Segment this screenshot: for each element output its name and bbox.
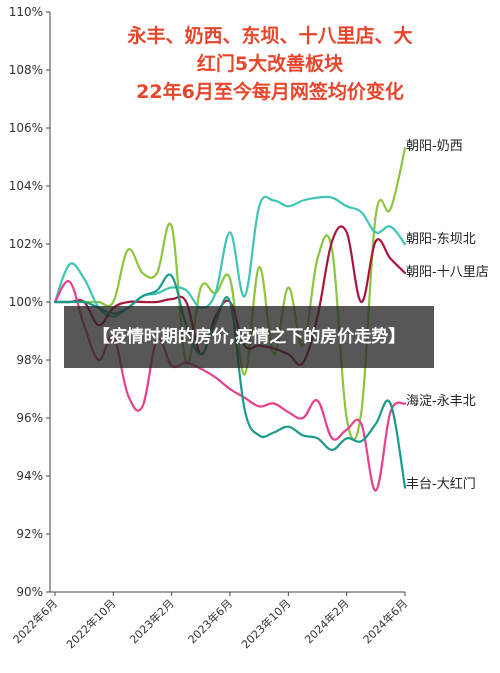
title-line-2: 红门5大改善板块 bbox=[197, 52, 344, 75]
series-label-3: 海淀-永丰北 bbox=[406, 394, 476, 409]
y-tick-label: 90% bbox=[16, 585, 43, 599]
y-tick-label: 100% bbox=[9, 295, 43, 309]
x-tick-label: 2022年6月 bbox=[10, 596, 60, 646]
title-line-3: 22年6月至今每月网签均价变化 bbox=[136, 80, 404, 103]
y-tick-label: 108% bbox=[9, 63, 43, 77]
x-tick-label: 2022年10月 bbox=[63, 596, 118, 651]
x-tick-label: 2023年10月 bbox=[238, 596, 293, 651]
series-line-0 bbox=[53, 147, 407, 441]
series-label-0: 朝阳-奶西 bbox=[406, 139, 463, 154]
series-label-4: 丰台-大红门 bbox=[406, 476, 476, 492]
x-tick-label: 2024年6月 bbox=[360, 596, 410, 646]
x-tick-label: 2024年2月 bbox=[302, 596, 352, 646]
y-tick-label: 104% bbox=[9, 179, 43, 193]
y-tick-label: 102% bbox=[9, 237, 43, 251]
x-tick-label: 2023年2月 bbox=[127, 596, 177, 646]
y-ticks: 90% 92% 94% 96% 98% 100% 102% 104% 106% 108% 110% bbox=[9, 5, 50, 599]
chart-title: 永丰、奶西、东坝、十八里店、大 红门5大改善板块 22年6月至今每月网签均价变化 bbox=[126, 24, 412, 103]
y-tick-label: 94% bbox=[16, 469, 43, 483]
title-line-1: 永丰、奶西、东坝、十八里店、大 bbox=[126, 24, 412, 47]
y-tick-label: 98% bbox=[16, 353, 43, 367]
overlay-banner: 【疫情时期的房价,疫情之下的房价走势】 bbox=[64, 306, 434, 368]
y-tick-label: 106% bbox=[9, 121, 43, 135]
y-tick-label: 92% bbox=[16, 527, 43, 541]
series-label-1: 朝阳-东坝北 bbox=[406, 232, 476, 247]
y-tick-label: 110% bbox=[9, 5, 43, 19]
x-tick-label: 2023年6月 bbox=[185, 596, 235, 646]
series-label-2: 朝阳-十八里店 bbox=[406, 265, 489, 280]
y-tick-label: 96% bbox=[16, 411, 43, 425]
x-ticks: 2022年6月 2022年10月 2023年2月 2023年6月 2023年10月 202… bbox=[10, 592, 410, 651]
